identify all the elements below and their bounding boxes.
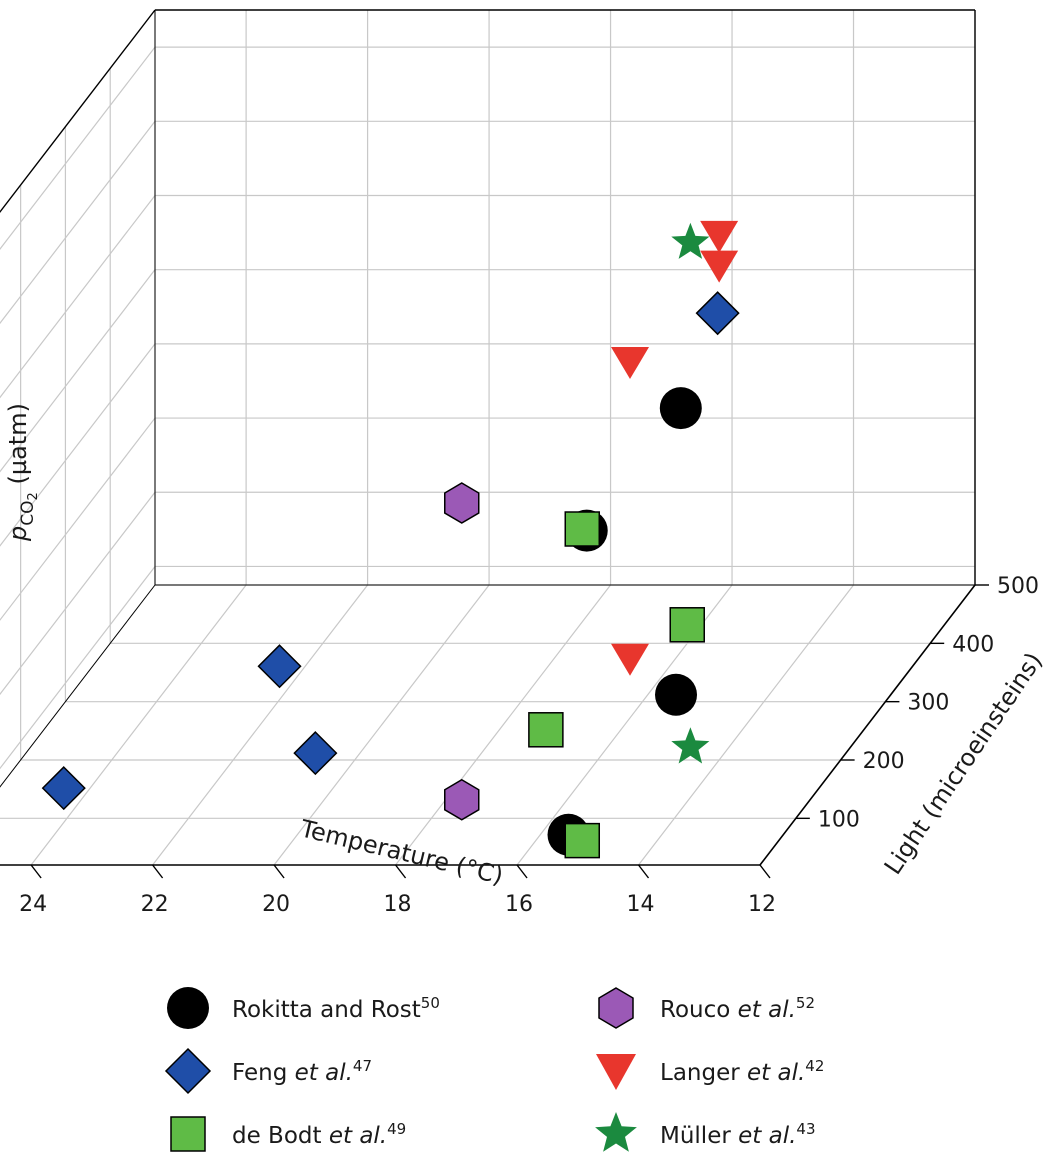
x-tick-label: 12	[748, 892, 776, 917]
x-tick-mark	[273, 864, 285, 879]
x-tick-label: 22	[141, 892, 169, 917]
legend-item-muller: Müller et al.43	[590, 1109, 816, 1159]
data-point-star	[671, 222, 710, 259]
legend-marker-square-icon	[170, 1116, 206, 1152]
x-tick-mark	[759, 864, 771, 879]
x-tick-label: 24	[19, 892, 47, 917]
data-point-circle	[655, 673, 698, 716]
legend-item-rokitta: Rokitta and Rost50	[162, 983, 440, 1033]
axis-titles: Temperature (°C) Light (microeinsteins) …	[4, 403, 1048, 890]
legend-item-langer: Langer et al.42	[590, 1046, 824, 1096]
data-point-star	[671, 727, 710, 764]
data-point-triangle-down	[611, 643, 649, 676]
grid-line	[0, 195, 156, 399]
grid-line	[0, 343, 156, 547]
data-point-circle	[659, 387, 702, 430]
scatter-3d-plot: 2422201816141210020030040050020040060080…	[0, 9, 1048, 917]
data-point-square	[564, 511, 601, 547]
data-point-triangle-down	[700, 220, 739, 253]
axes-frame	[0, 9, 976, 866]
y-tick-label: 100	[818, 807, 860, 832]
legend-label: Müller et al.43	[660, 1119, 816, 1149]
legend-item-feng: Feng et al.47	[162, 1046, 372, 1096]
grid-line	[0, 566, 156, 770]
data-point-hexagon	[444, 778, 480, 821]
legend-label: Rouco et al.52	[660, 993, 816, 1023]
x-tick-label: 16	[505, 892, 533, 917]
grid-layer	[0, 10, 976, 866]
legend-item-debodt: de Bodt et al.49	[162, 1109, 406, 1159]
legend-marker-hexagon-icon	[598, 987, 634, 1029]
data-point-diamond	[41, 766, 86, 811]
grid-line	[30, 584, 247, 866]
grid-line	[0, 46, 156, 250]
y-tick-label: 500	[997, 574, 1039, 599]
frame-edge	[0, 9, 156, 214]
z-axis-title: pCO2 (µatm)	[4, 403, 41, 542]
data-point-square	[669, 607, 705, 643]
data-point-diamond	[257, 644, 302, 689]
x-tick-mark	[30, 864, 42, 879]
x-tick-label: 20	[262, 892, 290, 917]
legend-label: Feng et al.47	[232, 1056, 372, 1086]
grid-line	[0, 269, 156, 473]
data-point-triangle-down	[611, 347, 649, 380]
y-tick-label: 400	[952, 632, 994, 657]
data-point-triangle-down	[700, 250, 739, 283]
grid-line	[0, 417, 156, 621]
data-point-hexagon	[444, 482, 480, 524]
data-points	[41, 220, 740, 859]
legend-marker-circle-icon	[167, 987, 209, 1029]
tick-labels: 2422201816141210020030040050020040060080…	[19, 574, 1039, 917]
y-tick-label: 300	[907, 691, 949, 716]
legend: Rokitta and Rost50 Feng et al.47 de Bodt…	[150, 975, 910, 1155]
legend-marker-diamond-icon	[164, 1047, 212, 1095]
x-axis-title: Temperature (°C)	[297, 814, 506, 890]
grid-line	[0, 120, 156, 325]
legend-marker-triangle-down-icon	[596, 1054, 636, 1090]
y-axis-line	[759, 584, 976, 866]
legend-item-rouco: Rouco et al.52	[590, 983, 815, 1033]
data-point-diamond	[695, 291, 740, 336]
x-tick-mark	[152, 864, 164, 879]
legend-label: de Bodt et al.49	[232, 1119, 407, 1149]
frame-edge	[0, 584, 156, 788]
legend-label: Langer et al.42	[660, 1056, 825, 1086]
x-tick-label: 14	[627, 892, 655, 917]
grid-line	[0, 491, 156, 696]
data-point-square	[564, 822, 601, 859]
x-tick-mark	[395, 864, 407, 879]
x-tick-label: 18	[384, 892, 412, 917]
y-tick-label: 200	[863, 749, 905, 774]
x-tick-mark	[637, 864, 650, 879]
legend-label: Rokitta and Rost50	[232, 993, 440, 1023]
data-point-square	[528, 712, 564, 748]
data-point-diamond	[293, 731, 338, 776]
x-tick-mark	[516, 864, 528, 879]
legend-marker-star-icon	[595, 1112, 637, 1152]
